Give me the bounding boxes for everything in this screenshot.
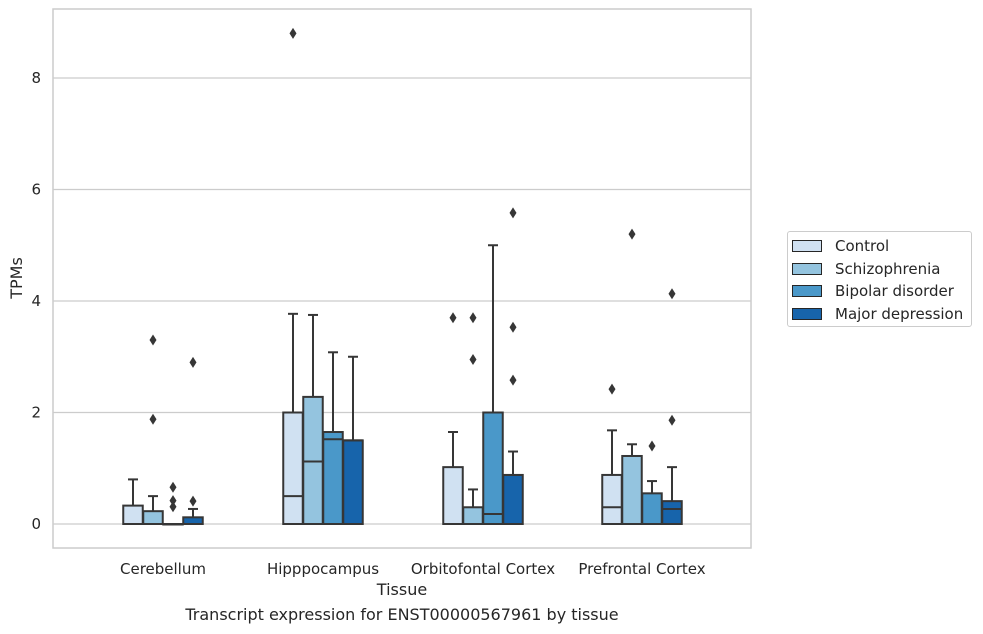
legend-label: Schizophrenia	[835, 259, 941, 278]
box-rect	[482, 411, 504, 525]
box-2-3	[641, 440, 663, 525]
box-rect	[182, 516, 204, 525]
grid-lines	[53, 77, 751, 525]
box-rect	[601, 473, 623, 526]
outlier-point	[149, 334, 157, 346]
box-2-2	[482, 244, 504, 525]
legend-item: Bipolar disorder	[792, 280, 971, 303]
x-tick-label: Cerebellum	[120, 560, 206, 578]
outlier-point	[149, 413, 157, 425]
box-3-0	[182, 356, 204, 525]
y-axis-label: TPMs	[7, 257, 26, 300]
outlier-point	[189, 356, 197, 368]
box-rect	[282, 411, 304, 525]
box-1-1	[302, 313, 324, 526]
outlier-point	[469, 354, 477, 366]
series-bipolar-disorder	[162, 244, 663, 526]
x-tick-label: Prefrontal Cortex	[578, 560, 705, 578]
legend-item: Control	[792, 235, 971, 258]
outlier-point	[628, 228, 636, 240]
y-tick-labels: 0 2 4 6 8	[31, 69, 41, 533]
y-tick-label: 6	[31, 181, 41, 199]
outlier-point	[648, 440, 656, 452]
legend-label: Control	[835, 237, 890, 256]
legend-item: Major depression	[792, 303, 971, 326]
legend-label: Major depression	[835, 304, 964, 323]
x-tick-label: Hipppocampus	[267, 560, 379, 578]
box-series	[122, 27, 683, 526]
legend-label: Bipolar disorder	[835, 282, 954, 301]
outlier-point	[169, 481, 177, 493]
outlier-point	[469, 312, 477, 324]
outlier-point	[169, 501, 177, 513]
box-3-1	[342, 355, 364, 525]
box-rect	[661, 500, 683, 525]
legend-item: Schizophrenia	[792, 258, 971, 281]
y-tick-label: 4	[31, 292, 41, 310]
box-rect	[342, 439, 364, 525]
box-rect	[442, 466, 464, 526]
outlier-point	[169, 495, 177, 507]
outlier-point	[289, 27, 297, 39]
box-1-3	[621, 228, 643, 525]
box-rect	[122, 504, 144, 526]
outlier-point	[449, 312, 457, 324]
box-rect	[142, 510, 164, 525]
outlier-point	[668, 414, 676, 426]
box-rect	[302, 395, 324, 526]
outlier-point	[668, 288, 676, 300]
box-2-0	[162, 481, 184, 526]
outlier-point	[509, 207, 517, 219]
y-tick-label: 0	[31, 515, 41, 533]
y-tick-label: 2	[31, 404, 41, 422]
box-3-2	[502, 207, 524, 526]
box-rect	[502, 473, 524, 526]
series-control	[122, 27, 623, 526]
box-0-1	[282, 27, 304, 525]
box-2-1	[322, 351, 344, 526]
legend: Control Schizophrenia Bipolar disorder Majo…	[787, 231, 972, 327]
chart-caption: Transcript expression for ENST0000056796…	[185, 605, 619, 624]
box-0-0	[122, 478, 144, 526]
outlier-point	[189, 495, 197, 507]
box-1-2	[462, 312, 484, 525]
x-tick-label: Orbitofontal Cortex	[411, 560, 555, 578]
series-major-depression	[182, 207, 683, 526]
box-rect	[621, 454, 643, 525]
box-0-2	[442, 312, 464, 526]
box-rect	[462, 506, 484, 525]
x-tick-labels: Cerebellum Hipppocampus Orbitofontal Corte…	[120, 560, 706, 578]
box-3-3	[661, 288, 683, 525]
box-1-0	[142, 334, 164, 525]
x-axis-label: Tissue	[376, 580, 427, 599]
outlier-point	[509, 321, 517, 333]
box-rect	[641, 492, 663, 525]
outlier-point	[608, 383, 616, 395]
legend-swatch	[792, 262, 822, 275]
box-0-3	[601, 383, 623, 526]
box-rect	[322, 431, 344, 526]
legend-swatch	[792, 240, 822, 253]
outlier-point	[509, 374, 517, 386]
plot-area-frame	[52, 8, 752, 549]
legend-swatch	[792, 307, 822, 320]
legend-swatch	[792, 285, 822, 298]
series-schizophrenia	[142, 228, 643, 526]
y-tick-label: 8	[31, 69, 41, 87]
